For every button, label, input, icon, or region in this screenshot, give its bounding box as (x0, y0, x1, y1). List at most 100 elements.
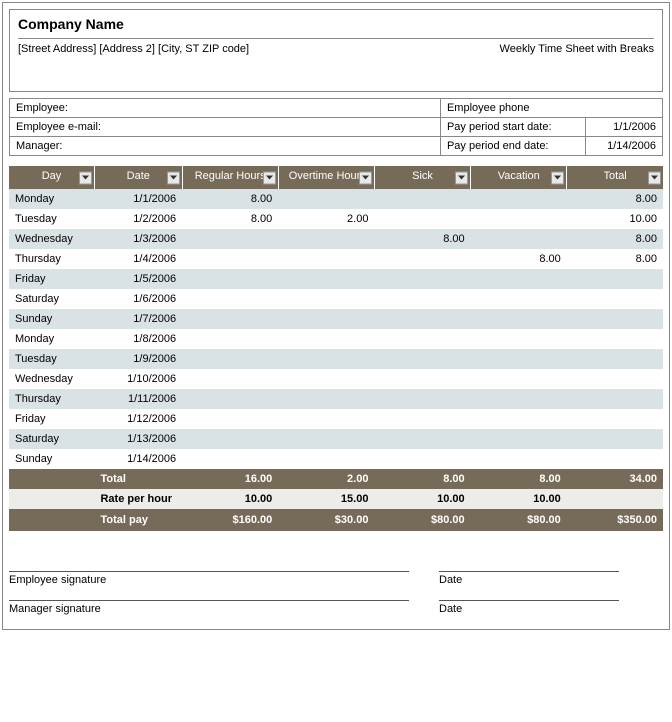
table-cell[interactable]: 8.00 (182, 189, 278, 209)
table-cell[interactable]: Wednesday (9, 369, 94, 389)
table-cell[interactable]: 1/8/2006 (94, 329, 182, 349)
table-cell[interactable]: Saturday (9, 289, 94, 309)
filter-dropdown-icon[interactable] (79, 171, 92, 184)
table-cell[interactable] (278, 349, 374, 369)
table-cell[interactable] (182, 309, 278, 329)
table-cell[interactable] (567, 369, 663, 389)
table-cell[interactable]: Sunday (9, 449, 94, 469)
table-cell[interactable] (374, 429, 470, 449)
table-cell[interactable]: 8.00 (567, 249, 663, 269)
table-cell[interactable]: Monday (9, 189, 94, 209)
table-cell[interactable]: Thursday (9, 249, 94, 269)
table-cell[interactable]: 8.00 (374, 229, 470, 249)
table-cell[interactable] (471, 309, 567, 329)
table-cell[interactable]: Tuesday (9, 209, 94, 229)
table-cell[interactable] (374, 209, 470, 229)
table-cell[interactable] (278, 389, 374, 409)
table-cell[interactable] (374, 289, 470, 309)
table-cell[interactable] (471, 369, 567, 389)
table-cell[interactable] (567, 429, 663, 449)
table-cell[interactable]: 8.00 (471, 249, 567, 269)
table-cell[interactable] (278, 269, 374, 289)
table-cell[interactable] (471, 429, 567, 449)
table-cell[interactable] (374, 249, 470, 269)
table-cell[interactable]: 1/4/2006 (94, 249, 182, 269)
filter-dropdown-icon[interactable] (359, 171, 372, 184)
table-cell[interactable]: 1/13/2006 (94, 429, 182, 449)
table-cell[interactable] (278, 409, 374, 429)
table-cell[interactable] (567, 389, 663, 409)
table-cell[interactable] (471, 329, 567, 349)
table-cell[interactable] (278, 229, 374, 249)
table-cell[interactable]: 1/1/2006 (94, 189, 182, 209)
table-cell[interactable] (471, 409, 567, 429)
table-cell[interactable] (567, 269, 663, 289)
table-cell[interactable] (374, 389, 470, 409)
table-cell[interactable] (567, 309, 663, 329)
table-cell[interactable] (182, 369, 278, 389)
table-cell[interactable]: Saturday (9, 429, 94, 449)
table-cell[interactable]: 2.00 (278, 209, 374, 229)
table-cell[interactable] (278, 449, 374, 469)
table-cell[interactable]: Sunday (9, 309, 94, 329)
filter-dropdown-icon[interactable] (455, 171, 468, 184)
table-cell[interactable] (374, 309, 470, 329)
table-cell[interactable]: 1/9/2006 (94, 349, 182, 369)
table-cell[interactable] (182, 289, 278, 309)
table-cell[interactable] (182, 389, 278, 409)
table-cell[interactable]: 1/2/2006 (94, 209, 182, 229)
filter-dropdown-icon[interactable] (167, 171, 180, 184)
table-cell[interactable] (471, 449, 567, 469)
table-cell[interactable] (182, 449, 278, 469)
table-cell[interactable]: 1/5/2006 (94, 269, 182, 289)
table-cell[interactable] (471, 189, 567, 209)
table-cell[interactable]: 1/14/2006 (94, 449, 182, 469)
filter-dropdown-icon[interactable] (263, 171, 276, 184)
table-cell[interactable] (567, 409, 663, 429)
table-cell[interactable]: 10.00 (567, 209, 663, 229)
table-cell[interactable] (278, 249, 374, 269)
table-cell[interactable] (374, 349, 470, 369)
table-cell[interactable]: Friday (9, 269, 94, 289)
table-cell[interactable] (182, 429, 278, 449)
table-cell[interactable] (278, 329, 374, 349)
table-cell[interactable] (374, 409, 470, 429)
table-cell[interactable]: 8.00 (182, 209, 278, 229)
table-cell[interactable] (278, 289, 374, 309)
filter-dropdown-icon[interactable] (648, 171, 661, 184)
table-cell[interactable] (567, 289, 663, 309)
table-cell[interactable] (471, 289, 567, 309)
table-cell[interactable] (471, 269, 567, 289)
table-cell[interactable] (374, 269, 470, 289)
table-cell[interactable] (182, 249, 278, 269)
table-cell[interactable]: 1/11/2006 (94, 389, 182, 409)
table-cell[interactable] (278, 309, 374, 329)
table-cell[interactable] (374, 449, 470, 469)
table-cell[interactable] (182, 269, 278, 289)
table-cell[interactable]: Monday (9, 329, 94, 349)
table-cell[interactable] (182, 349, 278, 369)
table-cell[interactable] (567, 449, 663, 469)
table-cell[interactable]: 8.00 (567, 189, 663, 209)
table-cell[interactable] (471, 229, 567, 249)
table-cell[interactable] (182, 409, 278, 429)
table-cell[interactable] (471, 349, 567, 369)
table-cell[interactable]: Wednesday (9, 229, 94, 249)
table-cell[interactable] (374, 189, 470, 209)
table-cell[interactable] (182, 229, 278, 249)
table-cell[interactable] (471, 389, 567, 409)
table-cell[interactable]: Friday (9, 409, 94, 429)
table-cell[interactable] (567, 349, 663, 369)
table-cell[interactable]: 1/7/2006 (94, 309, 182, 329)
table-cell[interactable] (278, 429, 374, 449)
table-cell[interactable] (374, 369, 470, 389)
table-cell[interactable]: Tuesday (9, 349, 94, 369)
filter-dropdown-icon[interactable] (551, 171, 564, 184)
table-cell[interactable]: 1/12/2006 (94, 409, 182, 429)
table-cell[interactable] (278, 369, 374, 389)
table-cell[interactable] (182, 329, 278, 349)
table-cell[interactable] (374, 329, 470, 349)
table-cell[interactable]: 1/10/2006 (94, 369, 182, 389)
table-cell[interactable] (567, 329, 663, 349)
table-cell[interactable]: Thursday (9, 389, 94, 409)
